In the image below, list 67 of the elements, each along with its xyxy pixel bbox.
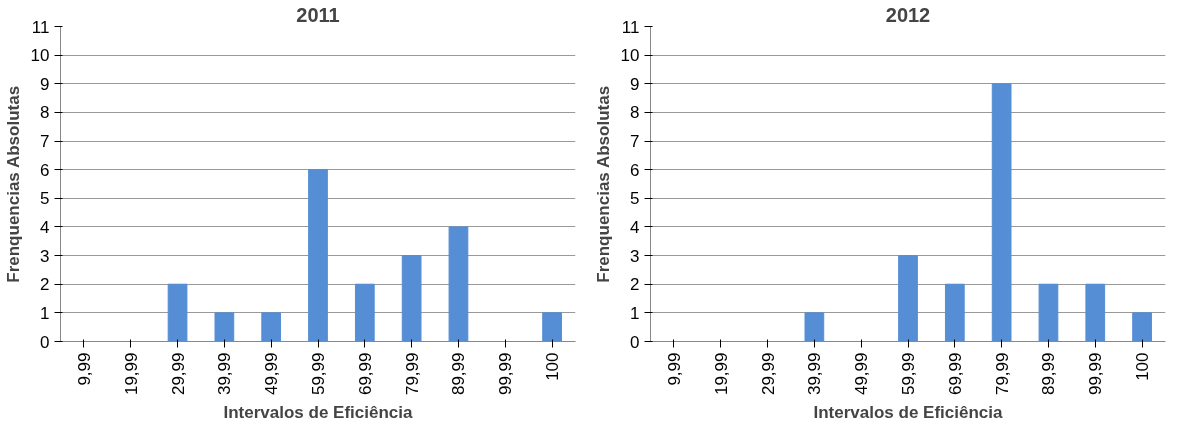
bar	[1132, 312, 1152, 342]
x-tick-label: 19,99	[711, 352, 731, 396]
x-axis-title: Intervalos de Eficiência	[223, 403, 414, 423]
y-tick-label: 9	[630, 74, 640, 94]
y-tick-label: 10	[620, 46, 640, 66]
y-tick-label: 2	[630, 275, 640, 295]
x-tick-label: 99,99	[1086, 352, 1106, 396]
y-tick-label: 7	[40, 132, 50, 152]
bar	[804, 312, 825, 342]
x-tick-label: 9,99	[74, 352, 94, 386]
x-axis-title: Intervalos de Eficiência	[813, 403, 1004, 423]
y-axis-title: Frenquencias Absolutas	[593, 85, 613, 283]
x-tick-label: 79,99	[402, 352, 422, 396]
bar	[214, 312, 235, 342]
x-tick-label: 49,99	[262, 352, 282, 396]
y-tick-label: 11	[31, 17, 50, 37]
y-tick-label: 11	[621, 17, 640, 37]
x-tick-label: 59,99	[899, 352, 918, 396]
x-tick-label: 39,99	[215, 352, 235, 396]
x-tick-label: 79,99	[992, 352, 1012, 396]
x-tick-label: 39,99	[805, 352, 825, 396]
y-tick-label: 1	[630, 303, 640, 323]
bar	[308, 169, 328, 342]
bar	[898, 255, 918, 342]
x-tick-label: 9,99	[664, 352, 684, 386]
chart-title: 2012	[885, 3, 931, 26]
x-tick-label: 29,99	[168, 352, 188, 396]
y-tick-label: 5	[630, 189, 640, 209]
y-tick-label: 6	[630, 160, 640, 180]
y-tick-label: 7	[630, 132, 640, 152]
y-tick-label: 0	[630, 332, 640, 352]
y-tick-label: 5	[40, 189, 50, 209]
x-tick-label: 89,99	[449, 352, 469, 396]
y-tick-label: 4	[630, 217, 640, 237]
bar	[261, 312, 282, 342]
x-tick-label: 49,99	[852, 352, 872, 396]
bar	[354, 283, 375, 342]
bar	[1085, 283, 1106, 342]
y-tick-label: 4	[40, 217, 50, 237]
y-tick-label: 2	[40, 275, 50, 295]
y-tick-label: 1	[40, 303, 50, 323]
x-tick-label: 59,99	[309, 352, 328, 396]
y-tick-label: 6	[40, 160, 50, 180]
bar	[991, 83, 1012, 342]
x-tick-label: 69,99	[945, 352, 965, 396]
bar	[448, 226, 469, 342]
y-tick-label: 9	[40, 74, 50, 94]
y-tick-label: 3	[630, 246, 640, 266]
y-axis-title: Frenquencias Absolutas	[3, 85, 23, 283]
y-tick-label: 3	[40, 246, 50, 266]
y-tick-label: 8	[40, 103, 50, 123]
bar	[944, 283, 965, 342]
x-tick-label: 89,99	[1039, 352, 1059, 396]
y-tick-label: 0	[40, 332, 50, 352]
bar	[167, 283, 188, 342]
x-tick-label: 100	[1133, 352, 1153, 381]
bar	[542, 312, 562, 342]
x-tick-label: 19,99	[121, 352, 141, 396]
y-tick-label: 10	[30, 46, 50, 66]
x-tick-label: 69,99	[355, 352, 375, 396]
x-tick-label: 100	[543, 352, 563, 381]
y-tick-label: 8	[630, 103, 640, 123]
x-tick-label: 99,99	[496, 352, 516, 396]
chart-title: 2011	[296, 3, 340, 26]
bar	[401, 255, 422, 342]
x-tick-label: 29,99	[758, 352, 778, 396]
bar	[1038, 283, 1059, 342]
